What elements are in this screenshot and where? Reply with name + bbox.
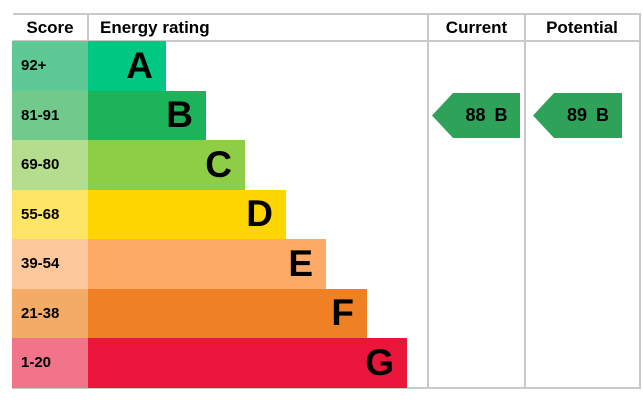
- band-row-e: 39-54 E: [12, 239, 643, 289]
- energy-bands: 92+ A 81-91 B 69-80 C 55-68 D 39-54 E 21…: [12, 41, 643, 388]
- energy-rating-column-header: Energy rating: [100, 18, 210, 37]
- table-right-border: [639, 14, 641, 388]
- score-range-label: 69-80: [12, 140, 88, 190]
- score-column-divider: [87, 14, 89, 40]
- band-row-g: 1-20 G: [12, 338, 643, 388]
- band-bar-e: E: [88, 239, 326, 289]
- band-bar-f: F: [88, 288, 367, 338]
- score-range-label: 39-54: [12, 239, 88, 289]
- current-rating-letter: B: [494, 105, 508, 125]
- current-rating-value: 88: [465, 105, 486, 125]
- potential-rating-value: 89: [566, 105, 588, 125]
- score-range-label: 81-91: [12, 90, 88, 140]
- band-bar-d: D: [88, 189, 286, 239]
- potential-rating-letter: B: [596, 105, 610, 125]
- table-top-border: [13, 13, 641, 15]
- table-bottom-border: [12, 387, 641, 389]
- score-range-label: 21-38: [12, 288, 88, 338]
- band-bar-c: C: [88, 140, 245, 190]
- band-row-d: 55-68 D: [12, 189, 643, 239]
- score-range-label: 92+: [12, 41, 88, 91]
- potential-column-header: Potential: [546, 18, 618, 37]
- band-row-c: 69-80 C: [12, 140, 643, 190]
- potential-rating-arrow: 89 B: [533, 93, 622, 138]
- band-row-f: 21-38 F: [12, 288, 643, 338]
- band-bar-b: B: [88, 90, 206, 140]
- score-range-label: 1-20: [12, 338, 88, 388]
- band-bar-a: A: [88, 41, 166, 91]
- current-rating-arrow: 88 B: [432, 93, 520, 138]
- current-column-header: Current: [445, 18, 508, 37]
- header-underline: [13, 40, 641, 42]
- potential-column-divider: [524, 14, 526, 388]
- band-row-a: 92+ A: [12, 41, 643, 91]
- current-column-divider: [427, 14, 429, 388]
- score-range-label: 55-68: [12, 189, 88, 239]
- band-row-b: 81-91 B: [12, 90, 643, 140]
- band-bar-g: G: [88, 338, 407, 388]
- score-column-header: Score: [26, 18, 74, 37]
